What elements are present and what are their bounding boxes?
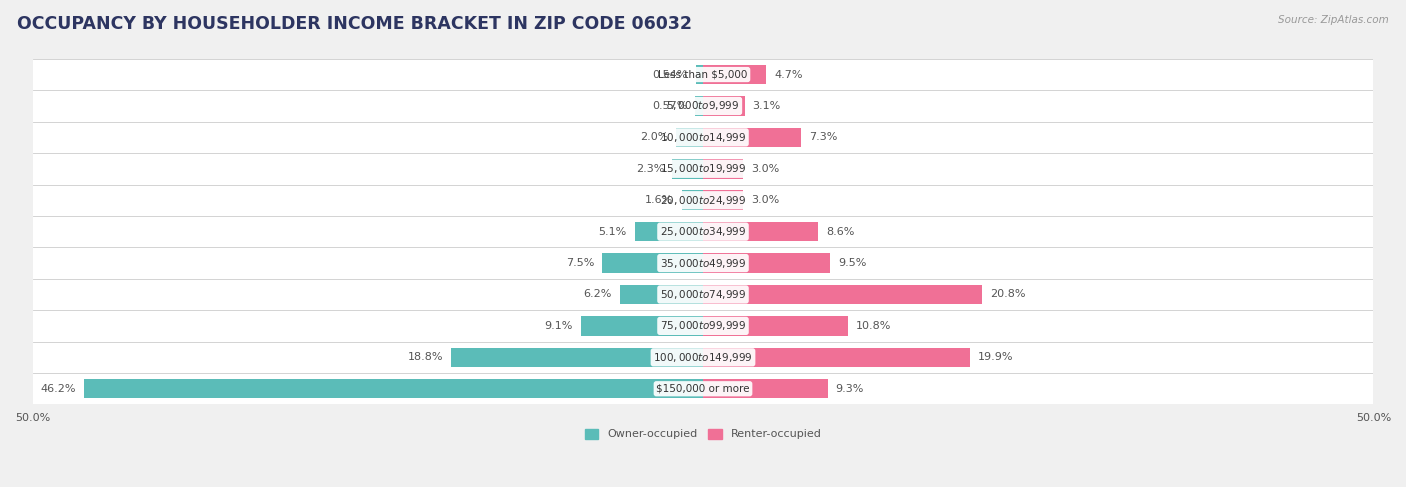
Bar (703, 285, 981, 304)
Text: 3.0%: 3.0% (751, 164, 779, 174)
Legend: Owner-occupied, Renter-occupied: Owner-occupied, Renter-occupied (581, 424, 825, 444)
Bar (32, 216, 1374, 247)
Bar (634, 222, 703, 242)
Text: Source: ZipAtlas.com: Source: ZipAtlas.com (1278, 15, 1389, 25)
Text: 8.6%: 8.6% (827, 226, 855, 237)
Text: $25,000 to $34,999: $25,000 to $34,999 (659, 225, 747, 238)
Text: 0.54%: 0.54% (652, 70, 688, 79)
Text: $100,000 to $149,999: $100,000 to $149,999 (654, 351, 752, 364)
Bar (696, 96, 703, 116)
Bar (703, 253, 831, 273)
Bar (32, 279, 1374, 310)
Bar (32, 341, 1374, 373)
Bar (703, 379, 828, 398)
Bar (703, 190, 744, 210)
Text: 2.3%: 2.3% (636, 164, 664, 174)
Text: 4.7%: 4.7% (775, 70, 803, 79)
Bar (32, 247, 1374, 279)
Text: $50,000 to $74,999: $50,000 to $74,999 (659, 288, 747, 301)
Text: 46.2%: 46.2% (39, 384, 76, 394)
Bar (676, 128, 703, 147)
Bar (451, 348, 703, 367)
Bar (703, 348, 970, 367)
Text: 1.6%: 1.6% (645, 195, 673, 205)
Bar (703, 128, 801, 147)
Bar (32, 373, 1374, 405)
Bar (581, 316, 703, 336)
Text: $15,000 to $19,999: $15,000 to $19,999 (659, 162, 747, 175)
Bar (620, 285, 703, 304)
Text: $20,000 to $24,999: $20,000 to $24,999 (659, 194, 747, 206)
Bar (696, 65, 703, 84)
Text: 0.57%: 0.57% (652, 101, 688, 111)
Bar (682, 190, 703, 210)
Text: 6.2%: 6.2% (583, 289, 612, 300)
Bar (602, 253, 703, 273)
Bar (32, 122, 1374, 153)
Text: OCCUPANCY BY HOUSEHOLDER INCOME BRACKET IN ZIP CODE 06032: OCCUPANCY BY HOUSEHOLDER INCOME BRACKET … (17, 15, 692, 33)
Bar (703, 316, 848, 336)
Text: 9.5%: 9.5% (838, 258, 866, 268)
Text: 3.0%: 3.0% (751, 195, 779, 205)
Text: $5,000 to $9,999: $5,000 to $9,999 (666, 99, 740, 112)
Bar (83, 379, 703, 398)
Text: 20.8%: 20.8% (990, 289, 1025, 300)
Bar (703, 65, 766, 84)
Text: 7.3%: 7.3% (808, 132, 838, 142)
Bar (32, 153, 1374, 185)
Text: Less than $5,000: Less than $5,000 (658, 70, 748, 79)
Text: 9.1%: 9.1% (544, 321, 574, 331)
Text: 7.5%: 7.5% (567, 258, 595, 268)
Text: $35,000 to $49,999: $35,000 to $49,999 (659, 257, 747, 270)
Bar (703, 222, 818, 242)
Text: $150,000 or more: $150,000 or more (657, 384, 749, 394)
Bar (32, 185, 1374, 216)
Bar (32, 310, 1374, 341)
Text: 2.0%: 2.0% (640, 132, 668, 142)
Text: 9.3%: 9.3% (835, 384, 865, 394)
Bar (32, 90, 1374, 122)
Bar (672, 159, 703, 179)
Text: 3.1%: 3.1% (752, 101, 780, 111)
Bar (32, 59, 1374, 90)
Text: 5.1%: 5.1% (599, 226, 627, 237)
Bar (703, 96, 745, 116)
Text: $75,000 to $99,999: $75,000 to $99,999 (659, 319, 747, 333)
Text: $10,000 to $14,999: $10,000 to $14,999 (659, 131, 747, 144)
Bar (703, 159, 744, 179)
Text: 19.9%: 19.9% (977, 352, 1014, 362)
Text: 10.8%: 10.8% (856, 321, 891, 331)
Text: 18.8%: 18.8% (408, 352, 443, 362)
